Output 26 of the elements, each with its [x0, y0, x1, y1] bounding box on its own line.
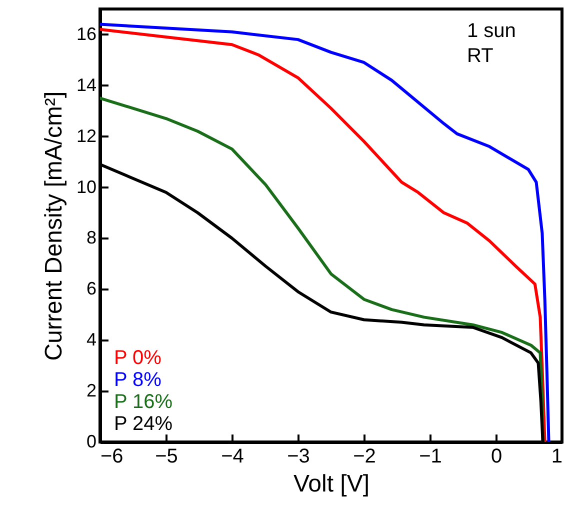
text: P 24%	[114, 413, 173, 435]
text: P 16%	[114, 391, 173, 413]
x-tick-label: −1	[419, 446, 442, 468]
annotation: 1 sun	[467, 20, 516, 42]
x-tick-label: −4	[221, 446, 244, 468]
y-tick-label: 4	[86, 330, 96, 350]
y-tick-label: 16	[76, 24, 96, 44]
x-axis-title: Volt [V]	[293, 470, 370, 498]
y-tick-label: 0	[86, 432, 96, 452]
x-tick-label: −2	[353, 446, 376, 468]
x-tick-label: 0	[490, 446, 502, 468]
text: P 0%	[114, 347, 162, 369]
y-tick-label: 10	[76, 176, 96, 197]
text: P 8%	[114, 369, 162, 391]
y-tick-label: 8	[86, 228, 96, 248]
x-tick-label: −3	[287, 446, 310, 468]
line-series	[100, 96, 544, 442]
y-tick-label: 2	[86, 380, 96, 401]
y-axis-title: Current Density [mA/cm²]	[40, 91, 68, 361]
y-tick-label: 6	[86, 278, 96, 299]
x-tick-label: −6	[100, 446, 124, 468]
annotation: RT	[467, 45, 494, 67]
y-tick-label: 12	[76, 126, 96, 146]
y-tick-label: 14	[76, 74, 96, 95]
x-tick-label: 1	[551, 446, 562, 468]
x-tick-label: −5	[155, 446, 178, 468]
